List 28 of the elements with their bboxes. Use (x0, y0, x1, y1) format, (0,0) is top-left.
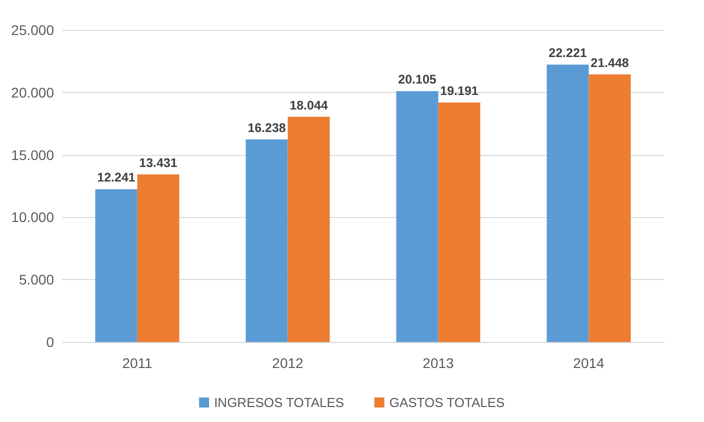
legend-label: GASTOS TOTALES (389, 395, 506, 410)
bar (438, 102, 480, 342)
y-tick-label: 5.000 (18, 272, 54, 288)
data-label: 20.105 (398, 72, 436, 87)
x-tick-label: 2014 (573, 355, 605, 371)
y-tick-label: 25.000 (11, 22, 54, 38)
legend-label: INGRESOS TOTALES (214, 395, 344, 410)
x-tick-label: 2012 (272, 355, 304, 371)
bar (246, 139, 288, 342)
data-label: 19.191 (440, 84, 478, 98)
bar (588, 74, 631, 342)
x-tick-label: 2013 (422, 355, 454, 371)
y-tick-label: 0 (46, 334, 54, 350)
data-label: 21.448 (590, 56, 629, 70)
bar (95, 189, 138, 342)
data-label: 16.238 (248, 120, 286, 135)
y-tick-label: 20.000 (11, 84, 54, 100)
y-tick-label: 10.000 (11, 209, 54, 226)
bar (137, 174, 180, 342)
bar (288, 116, 330, 342)
data-label: 12.241 (97, 170, 136, 185)
data-label: 13.431 (139, 156, 178, 170)
y-tick-label: 15.000 (11, 146, 54, 163)
data-label: 22.221 (548, 46, 587, 60)
bar (546, 64, 589, 342)
x-tick-label: 2011 (122, 355, 153, 371)
bar (396, 91, 438, 342)
data-label: 18.044 (290, 98, 328, 112)
